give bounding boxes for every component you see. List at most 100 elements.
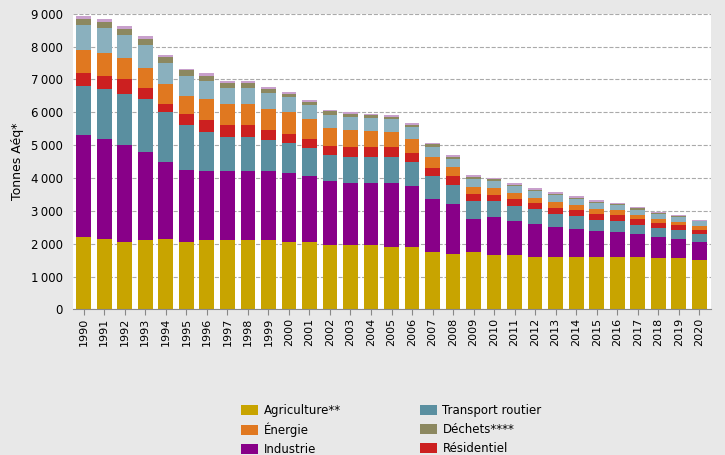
Bar bbox=[343, 183, 358, 245]
Bar bbox=[446, 156, 460, 157]
Bar bbox=[507, 183, 522, 185]
Bar bbox=[241, 172, 255, 240]
Bar bbox=[241, 137, 255, 172]
Bar bbox=[651, 228, 666, 237]
Bar bbox=[97, 29, 112, 53]
Bar bbox=[302, 176, 317, 242]
Bar bbox=[589, 214, 604, 220]
Bar bbox=[630, 209, 645, 215]
Bar bbox=[405, 127, 419, 138]
Bar bbox=[97, 239, 112, 309]
Bar bbox=[610, 204, 624, 205]
Bar bbox=[651, 212, 666, 213]
Bar bbox=[199, 240, 215, 309]
Bar bbox=[220, 81, 235, 83]
Bar bbox=[446, 159, 460, 167]
Bar bbox=[486, 195, 502, 201]
Bar bbox=[446, 185, 460, 204]
Bar bbox=[281, 143, 297, 173]
Bar bbox=[446, 157, 460, 159]
Bar bbox=[261, 140, 276, 172]
Bar bbox=[528, 203, 542, 209]
Bar bbox=[138, 45, 153, 68]
Bar bbox=[651, 258, 666, 309]
Bar bbox=[568, 199, 584, 205]
Bar bbox=[138, 99, 153, 152]
Bar bbox=[302, 148, 317, 176]
Bar bbox=[610, 202, 624, 204]
Bar bbox=[343, 112, 358, 114]
Bar bbox=[261, 130, 276, 140]
Bar bbox=[261, 240, 276, 309]
Bar bbox=[76, 86, 91, 135]
Bar bbox=[281, 97, 297, 112]
Bar bbox=[548, 192, 563, 193]
Bar bbox=[241, 81, 255, 83]
Bar bbox=[323, 115, 337, 128]
Bar bbox=[261, 93, 276, 109]
Bar bbox=[446, 253, 460, 309]
Bar bbox=[466, 201, 481, 219]
Bar bbox=[568, 211, 584, 217]
Bar bbox=[507, 186, 522, 193]
Bar bbox=[343, 147, 358, 157]
Bar bbox=[568, 229, 584, 257]
Bar bbox=[589, 203, 604, 209]
Bar bbox=[384, 131, 399, 147]
Bar bbox=[364, 147, 378, 157]
Bar bbox=[548, 202, 563, 207]
Bar bbox=[138, 36, 153, 39]
Bar bbox=[281, 94, 297, 97]
Bar bbox=[528, 198, 542, 203]
Bar bbox=[671, 239, 686, 258]
Bar bbox=[364, 114, 378, 116]
Bar bbox=[117, 29, 132, 35]
Bar bbox=[97, 89, 112, 138]
Bar bbox=[671, 258, 686, 309]
Bar bbox=[548, 195, 563, 202]
Bar bbox=[651, 214, 666, 219]
Bar bbox=[568, 197, 584, 199]
Bar bbox=[179, 71, 194, 76]
Bar bbox=[159, 239, 173, 309]
Bar bbox=[692, 242, 707, 260]
Bar bbox=[528, 188, 542, 190]
Bar bbox=[568, 205, 584, 211]
Bar bbox=[466, 175, 481, 177]
Bar bbox=[159, 63, 173, 84]
Bar bbox=[302, 120, 317, 139]
Bar bbox=[507, 185, 522, 186]
Bar bbox=[159, 162, 173, 239]
Bar bbox=[159, 112, 173, 162]
Bar bbox=[138, 68, 153, 87]
Bar bbox=[548, 207, 563, 214]
Bar bbox=[486, 179, 502, 181]
Bar bbox=[159, 57, 173, 63]
Bar bbox=[384, 183, 399, 247]
Bar bbox=[651, 222, 666, 228]
Bar bbox=[220, 137, 235, 172]
Bar bbox=[76, 50, 91, 73]
Bar bbox=[486, 217, 502, 255]
Legend: Agriculture**, Énergie, Industrie, Autres transports***, Transport routier, Déch: Agriculture**, Énergie, Industrie, Autre… bbox=[241, 404, 542, 455]
Bar bbox=[446, 176, 460, 185]
Bar bbox=[486, 177, 502, 179]
Bar bbox=[405, 125, 419, 127]
Bar bbox=[384, 157, 399, 183]
Bar bbox=[630, 207, 645, 208]
Bar bbox=[589, 231, 604, 258]
Bar bbox=[589, 209, 604, 214]
Bar bbox=[507, 221, 522, 255]
Bar bbox=[302, 100, 317, 102]
Bar bbox=[281, 92, 297, 94]
Bar bbox=[117, 35, 132, 58]
Bar bbox=[692, 221, 707, 226]
Bar bbox=[528, 192, 542, 198]
Bar bbox=[138, 39, 153, 45]
Bar bbox=[589, 202, 604, 203]
Bar bbox=[199, 81, 215, 99]
Bar bbox=[364, 157, 378, 183]
Bar bbox=[384, 247, 399, 309]
Bar bbox=[548, 193, 563, 195]
Bar bbox=[179, 96, 194, 114]
